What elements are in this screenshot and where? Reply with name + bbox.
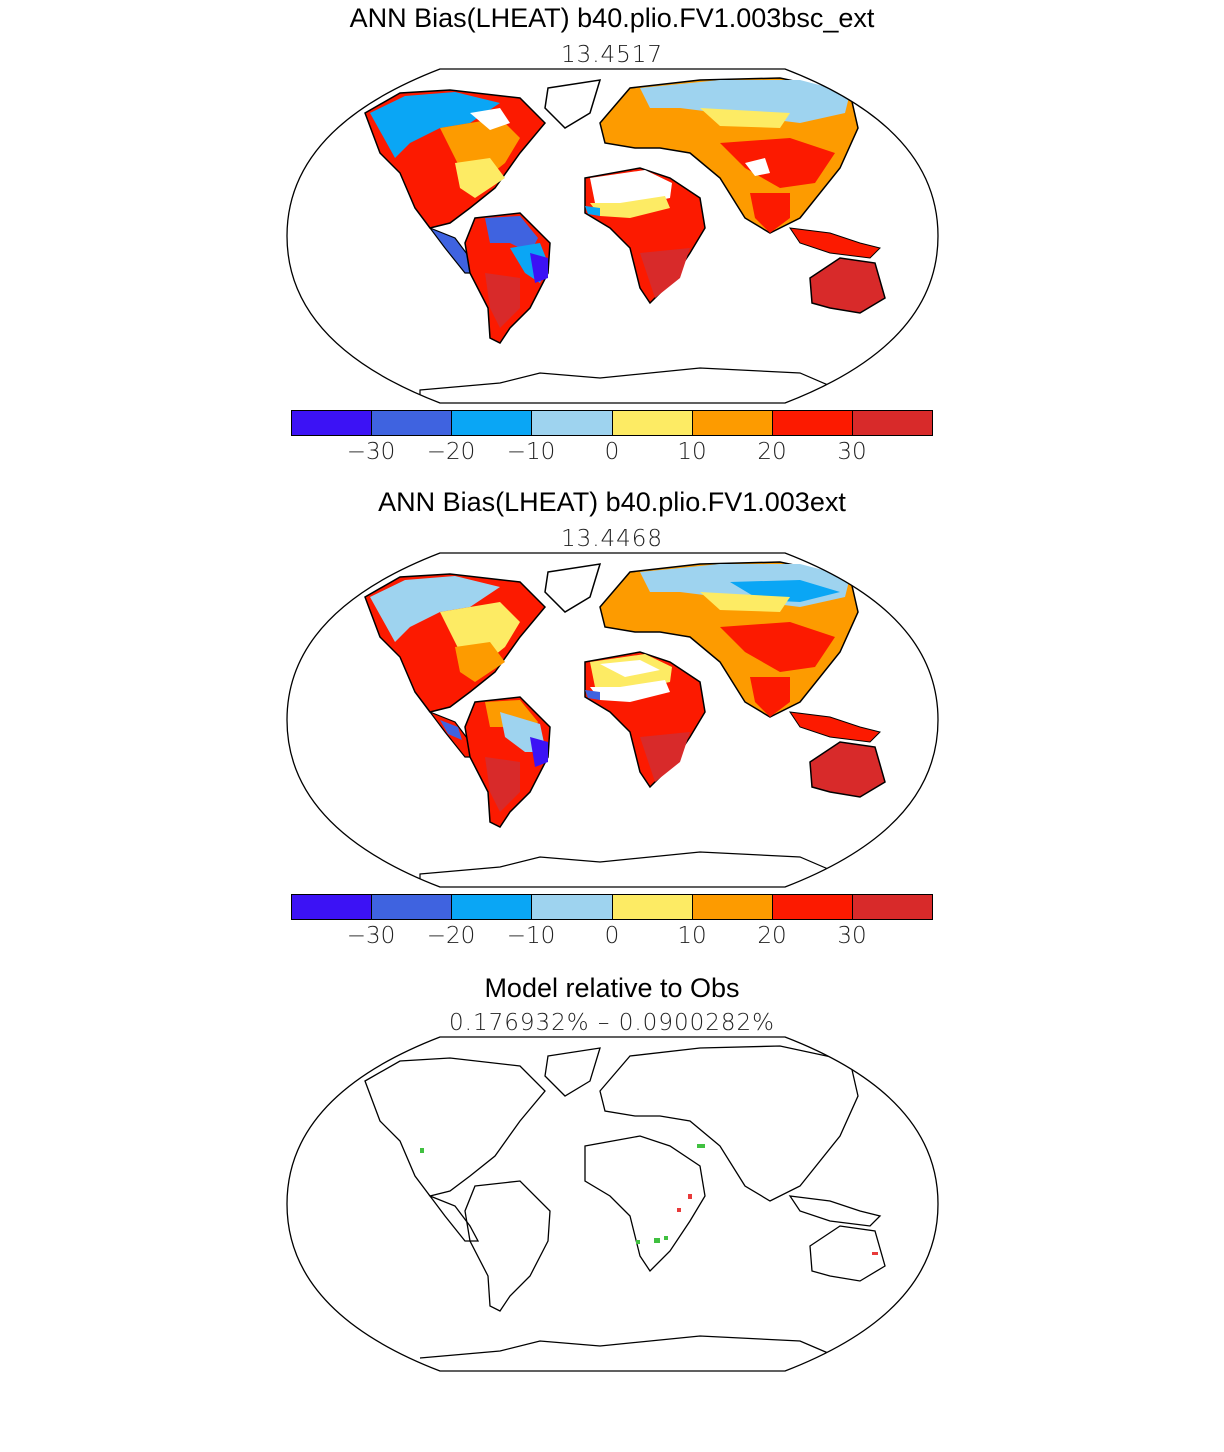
panel-2-global-mean: 13.4468 <box>560 526 664 552</box>
colorbar-box <box>772 895 853 919</box>
negative-mark <box>636 1240 640 1244</box>
panel-1-title: ANN Bias(LHEAT) b40.plio.FV1.003bsc_ext <box>349 3 875 33</box>
colorbar-tick: 0 <box>604 439 620 465</box>
panel-1-bias-map <box>286 68 939 404</box>
panel-1-global-mean: 13.4517 <box>560 42 664 68</box>
positive-mark <box>872 1252 878 1255</box>
negative-mark <box>697 1144 705 1148</box>
panel-3-title: Model relative to Obs <box>484 973 740 1003</box>
colorbar-tick: −10 <box>506 439 556 465</box>
panel-3-percentages: 0.176932% – 0.0900282% <box>449 1010 775 1036</box>
negative-mark <box>420 1148 424 1153</box>
colorbar-tick: 20 <box>757 923 787 949</box>
colorbar-tick: 10 <box>677 923 707 949</box>
colorbar-box <box>372 411 453 435</box>
colorbar-box <box>692 895 773 919</box>
significance-marks <box>420 1144 878 1255</box>
colorbar-box <box>532 895 613 919</box>
colorbar-box <box>612 895 693 919</box>
panel-1-colorbar <box>291 410 933 436</box>
colorbar-box <box>852 411 932 435</box>
colorbar-box <box>292 895 373 919</box>
colorbar-tick: −20 <box>426 439 476 465</box>
positive-mark <box>677 1208 681 1212</box>
colorbar-tick: −10 <box>506 923 556 949</box>
colorbar-tick: 10 <box>677 439 707 465</box>
colorbar-box <box>292 411 373 435</box>
colorbar-tick: 30 <box>837 439 867 465</box>
colorbar-tick: 20 <box>757 439 787 465</box>
colorbar-tick: 30 <box>837 923 867 949</box>
colorbar-box <box>532 411 613 435</box>
colorbar-tick: −20 <box>426 923 476 949</box>
colorbar-tick: 0 <box>604 923 620 949</box>
panel-2-bias-map <box>286 552 939 888</box>
colorbar-tick: −30 <box>346 439 396 465</box>
colorbar-box <box>372 895 453 919</box>
panel-2-colorbar-ticks: −30 −20 −10 0 10 20 30 <box>0 923 1224 951</box>
panel-2-title: ANN Bias(LHEAT) b40.plio.FV1.003ext <box>378 487 846 517</box>
negative-mark <box>654 1238 660 1243</box>
colorbar-tick: −30 <box>346 923 396 949</box>
panel-1-colorbar-ticks: −30 −20 −10 0 10 20 30 <box>0 439 1224 467</box>
colorbar-box <box>692 411 773 435</box>
colorbar-box <box>852 895 932 919</box>
panel-2-colorbar <box>291 894 933 920</box>
panel-3-relative-map <box>286 1036 939 1372</box>
colorbar-box <box>612 411 693 435</box>
colorbar-box <box>452 411 533 435</box>
colorbar-box <box>452 895 533 919</box>
positive-mark <box>688 1194 692 1199</box>
colorbar-box <box>772 411 853 435</box>
negative-mark <box>664 1236 668 1240</box>
